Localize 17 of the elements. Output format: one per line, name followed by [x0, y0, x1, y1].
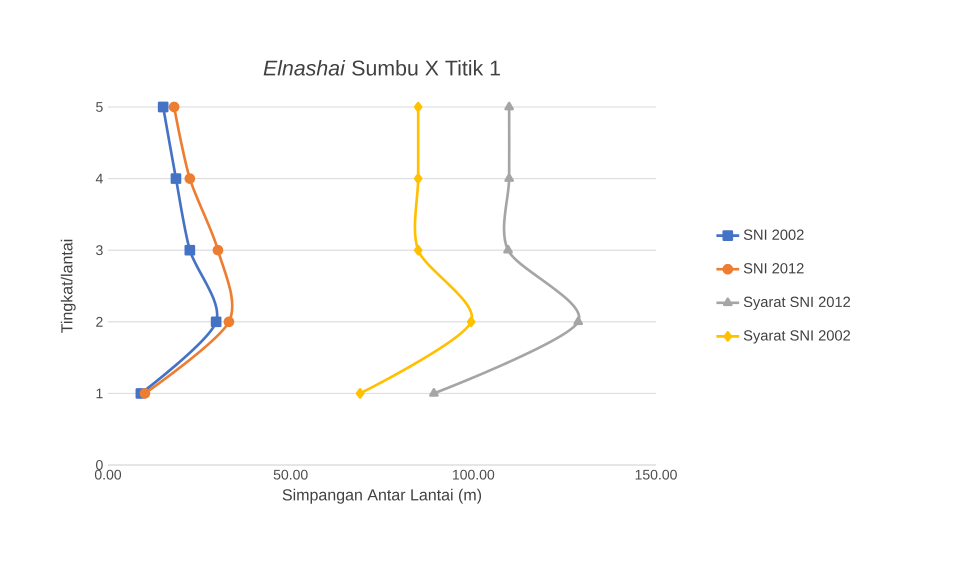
y-tick-label: 1 [96, 388, 103, 398]
x-tick-label: 100.00 [452, 470, 494, 480]
y-tick-label: 4 [96, 174, 103, 184]
legend-label: Syarat SNI 2012 [744, 296, 850, 310]
y-tick-label: 0 [96, 460, 103, 470]
x-axis-title: Simpangan Antar Lantai (m) [282, 488, 482, 504]
y-tick-label: 3 [96, 245, 103, 256]
y-tick-label: 2 [96, 316, 103, 327]
legend-label: SNI 2012 [744, 263, 804, 274]
x-tick-label: 50.00 [274, 470, 308, 480]
y-tick-label: 5 [96, 102, 103, 112]
legend-label: Syarat SNI 2002 [744, 330, 850, 344]
x-tick-label: 150.00 [636, 470, 677, 480]
chart-title: Elnashai Sumbu X Titik 1 [264, 60, 500, 76]
x-tick-label: 0.00 [94, 470, 122, 480]
legend-label: SNI 2002 [744, 230, 804, 240]
y-axis-title: Tingkat/lantai [60, 240, 76, 333]
